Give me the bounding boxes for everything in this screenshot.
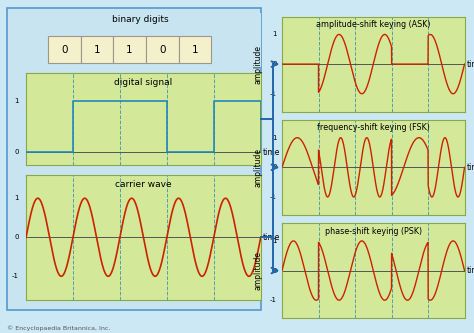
Text: 1: 1 (272, 238, 276, 244)
Text: 0: 0 (272, 164, 276, 170)
Text: -1: -1 (270, 91, 276, 97)
Text: 0: 0 (61, 45, 67, 55)
Text: 1: 1 (15, 98, 19, 104)
Text: amplitude-shift keying (ASK): amplitude-shift keying (ASK) (316, 20, 430, 29)
Text: © Encyclopaedia Britannica, Inc.: © Encyclopaedia Britannica, Inc. (7, 326, 110, 331)
Text: binary digits: binary digits (111, 15, 168, 24)
Text: 0: 0 (15, 234, 19, 240)
Text: 0: 0 (15, 149, 19, 155)
Text: 0: 0 (272, 267, 276, 274)
Bar (48, 36, 81, 63)
Text: -1: -1 (270, 297, 276, 303)
Bar (146, 36, 179, 63)
Text: time: time (466, 60, 474, 69)
Text: amplitude: amplitude (254, 148, 263, 187)
Text: 0: 0 (159, 45, 165, 55)
Bar (113, 36, 146, 63)
Text: amplitude: amplitude (254, 251, 263, 290)
Text: time: time (263, 233, 281, 242)
Text: 1: 1 (272, 135, 276, 141)
Text: 0: 0 (272, 61, 276, 67)
Bar (81, 36, 113, 63)
Text: -1: -1 (12, 273, 19, 279)
Bar (179, 36, 211, 63)
Text: time: time (466, 163, 474, 172)
Text: 1: 1 (191, 45, 198, 55)
Text: digital signal: digital signal (114, 78, 173, 87)
Text: time: time (466, 266, 474, 275)
Text: frequency-shift keying (FSK): frequency-shift keying (FSK) (317, 124, 430, 133)
Text: time: time (263, 148, 281, 157)
Text: phase-shift keying (PSK): phase-shift keying (PSK) (325, 227, 422, 236)
Text: 1: 1 (93, 45, 100, 55)
Text: amplitude: amplitude (254, 45, 263, 84)
Text: carrier wave: carrier wave (115, 179, 172, 188)
Text: 1: 1 (272, 31, 276, 37)
Text: 1: 1 (15, 195, 19, 201)
Text: 1: 1 (126, 45, 133, 55)
Text: -1: -1 (270, 194, 276, 200)
